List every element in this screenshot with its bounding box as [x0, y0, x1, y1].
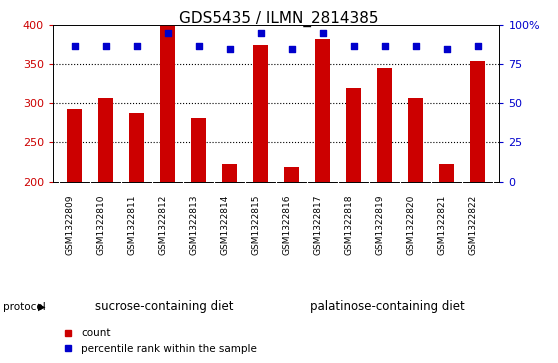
Bar	[470, 61, 485, 182]
Bar	[377, 68, 392, 182]
Text: GSM1322822: GSM1322822	[469, 195, 478, 255]
Bar	[439, 164, 454, 182]
Text: GDS5435 / ILMN_2814385: GDS5435 / ILMN_2814385	[179, 11, 379, 27]
Text: GSM1322811: GSM1322811	[128, 195, 137, 255]
Point	[349, 43, 358, 49]
Bar	[129, 113, 145, 182]
Text: GSM1322821: GSM1322821	[437, 195, 447, 255]
Point	[132, 43, 141, 49]
Text: GSM1322810: GSM1322810	[97, 195, 105, 255]
Bar	[160, 25, 175, 182]
Point	[101, 43, 110, 49]
Point	[411, 43, 420, 49]
Text: sucrose-containing diet: sucrose-containing diet	[95, 300, 234, 313]
Bar	[191, 118, 206, 182]
Point	[70, 43, 79, 49]
Bar	[98, 98, 113, 182]
Text: GSM1322812: GSM1322812	[158, 195, 168, 255]
Bar	[222, 164, 238, 182]
Bar	[253, 45, 268, 182]
Legend: count, percentile rank within the sample: count, percentile rank within the sample	[58, 324, 261, 358]
Text: GSM1322813: GSM1322813	[190, 195, 199, 255]
Point	[318, 30, 327, 36]
Point	[256, 30, 265, 36]
Bar	[408, 98, 424, 182]
Text: GSM1322817: GSM1322817	[314, 195, 323, 255]
Point	[473, 43, 482, 49]
Bar	[284, 167, 300, 182]
Bar	[346, 88, 362, 182]
Text: palatinose-containing diet: palatinose-containing diet	[310, 300, 465, 313]
Point	[442, 46, 451, 52]
Point	[225, 46, 234, 52]
Text: GSM1322815: GSM1322815	[252, 195, 261, 255]
Text: GSM1322820: GSM1322820	[407, 195, 416, 255]
Point	[194, 43, 203, 49]
Point	[287, 46, 296, 52]
Bar	[67, 109, 83, 182]
Text: GSM1322814: GSM1322814	[221, 195, 230, 255]
Text: protocol: protocol	[3, 302, 46, 312]
Bar	[315, 39, 330, 182]
Text: ▶: ▶	[38, 302, 45, 312]
Text: GSM1322809: GSM1322809	[66, 195, 75, 255]
Point	[380, 43, 389, 49]
Text: GSM1322816: GSM1322816	[283, 195, 292, 255]
Point	[163, 30, 172, 36]
Text: GSM1322818: GSM1322818	[345, 195, 354, 255]
Text: GSM1322819: GSM1322819	[376, 195, 384, 255]
